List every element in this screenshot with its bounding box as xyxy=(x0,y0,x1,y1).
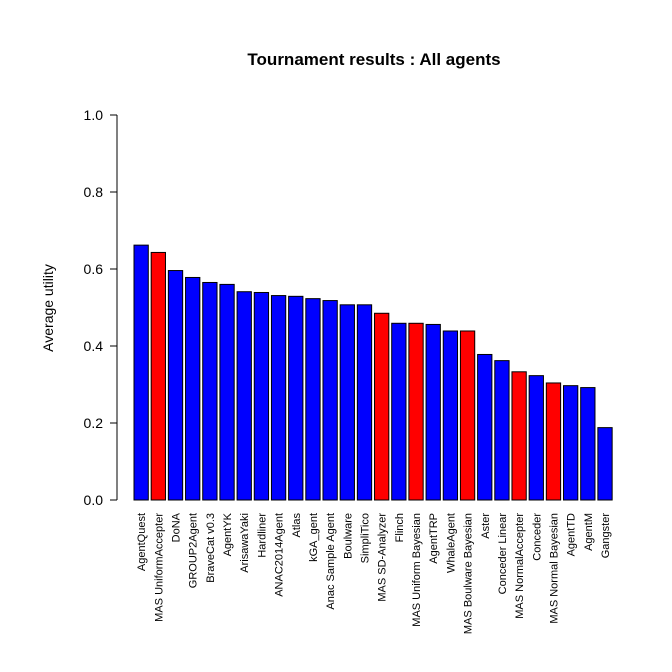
x-tick-label: SimpliTico xyxy=(359,513,371,563)
bar-aster xyxy=(477,353,493,501)
x-tick-label: Conceder Linear xyxy=(497,513,509,595)
x-tick-label: Anac Sample Agent xyxy=(325,513,337,610)
x-tick-label: Atlas xyxy=(291,513,303,538)
bar-dona xyxy=(167,270,184,501)
x-tick-label: AgentM xyxy=(583,513,595,551)
x-tick-label: Hardliner xyxy=(256,513,268,558)
y-axis: 0.0 0.2 0.4 0.6 0.8 1.0 xyxy=(84,107,118,508)
bar-agenttd xyxy=(563,385,579,501)
bar-conceder xyxy=(528,375,544,501)
x-tick-label: MAS Normal Bayesian xyxy=(548,513,560,624)
y-tick-label: 0.6 xyxy=(84,261,104,277)
y-tick-label: 1.0 xyxy=(84,107,104,123)
x-tick-label: DoNA xyxy=(171,512,183,542)
bar-mas-normalaccepter xyxy=(511,371,527,501)
bar-whaleagent xyxy=(442,330,459,501)
bar-group2agent xyxy=(185,276,201,501)
bar-simplitico xyxy=(356,304,373,501)
bar-boulware xyxy=(339,304,355,501)
y-tick-label: 0.2 xyxy=(84,415,104,431)
x-tick-label: MAS NormalAccepter xyxy=(514,513,526,619)
bar-agentm xyxy=(580,387,596,501)
x-tick-label: AgentTD xyxy=(566,513,578,556)
bar-mas-uniformaccepter xyxy=(150,251,166,501)
bars-group xyxy=(133,244,613,501)
x-tick-label: WhaleAgent xyxy=(445,513,457,573)
bar-anac-sample-agent xyxy=(322,300,338,501)
bar-gangster xyxy=(597,427,613,501)
bar-agentquest xyxy=(133,244,149,501)
bar-mas-normal-bayesian xyxy=(545,382,562,501)
bar-conceder-linear xyxy=(494,360,510,501)
bar-mas-boulware-bayesian xyxy=(459,330,476,501)
x-tick-label: ArisawaYaki xyxy=(239,513,251,573)
bar-mas-sd-analyzer xyxy=(374,312,390,501)
bar-hardliner xyxy=(253,291,270,501)
x-tick-label: Flinch xyxy=(394,513,406,542)
x-tick-labels: AgentQuest MAS UniformAccepter DoNA GROUP2A… xyxy=(136,512,612,634)
x-tick-label: ANAC2014Agent xyxy=(274,513,286,597)
x-tick-label: MAS UniformAccepter xyxy=(153,513,165,622)
chart-title: Tournament results : All agents xyxy=(247,50,500,69)
y-tick-label: 0.0 xyxy=(84,492,104,508)
x-tick-label: Aster xyxy=(480,513,492,539)
bar-bravecat-v0-3 xyxy=(202,281,218,501)
x-tick-label: AgentTRP xyxy=(428,513,440,564)
bar-kga-gent xyxy=(305,298,321,501)
y-tick-label: 0.4 xyxy=(84,338,104,354)
x-tick-label: Gangster xyxy=(600,513,612,559)
x-tick-label: AgentYK xyxy=(222,512,234,556)
bar-agentyk xyxy=(219,283,235,501)
x-tick-label: MAS SD-Analyzer xyxy=(377,513,389,602)
x-tick-label: AgentQuest xyxy=(136,513,148,571)
bar-flinch xyxy=(391,322,407,501)
bar-agenttrp xyxy=(425,323,441,501)
bar-atlas xyxy=(288,295,304,501)
x-tick-label: Boulware xyxy=(342,513,354,559)
x-tick-label: BraveCat v0.3 xyxy=(205,513,217,583)
bar-mas-uniform-bayesian xyxy=(408,322,424,501)
bar-arisawayaki xyxy=(236,291,252,501)
x-tick-label: Conceder xyxy=(531,513,543,561)
bar-anac2014agent xyxy=(270,295,287,501)
y-axis-label: Average utility xyxy=(40,264,56,352)
y-tick-label: 0.8 xyxy=(84,184,104,200)
x-tick-label: MAS Uniform Bayesian xyxy=(411,513,423,627)
x-tick-label: MAS Boulware Bayesian xyxy=(463,513,475,634)
x-tick-label: kGA_gent xyxy=(308,513,320,562)
x-tick-label: GROUP2Agent xyxy=(188,513,200,588)
